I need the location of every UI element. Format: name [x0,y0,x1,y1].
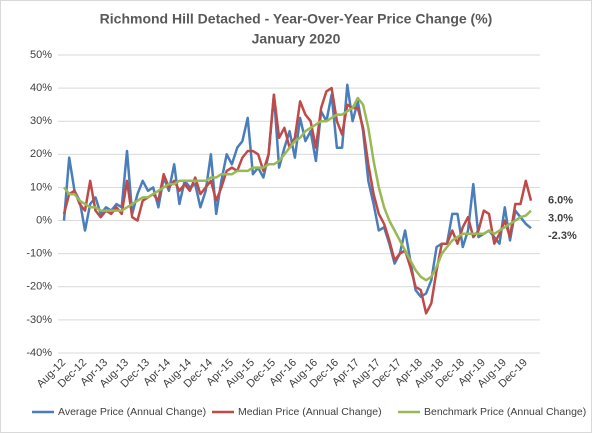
y-tick-label: 40% [30,82,52,94]
legend-label: Benchmark Price (Annual Change) [424,406,586,418]
legend-label: Average Price (Annual Change) [58,406,206,418]
y-tick-label: 0% [36,214,52,226]
y-tick-label: -20% [26,281,52,293]
y-tick-label: -30% [26,314,52,326]
legend-label: Median Price (Annual Change) [238,406,382,418]
chart-title: Richmond Hill Detached - Year-Over-Year … [100,11,493,27]
y-tick-label: 10% [30,181,52,193]
y-tick-label: -10% [26,248,52,260]
y-tick-label: -40% [26,347,52,359]
end-label: 3.0% [548,213,573,225]
y-tick-label: 50% [30,49,52,61]
series-line [62,86,533,315]
series-line [63,96,532,282]
chart-subtitle: January 2020 [252,31,341,47]
y-tick-label: 30% [30,115,52,127]
y-tick-label: 20% [30,148,52,160]
end-label: -2.3% [548,230,577,242]
end-label: 6.0% [548,195,573,207]
series-line [62,83,532,298]
